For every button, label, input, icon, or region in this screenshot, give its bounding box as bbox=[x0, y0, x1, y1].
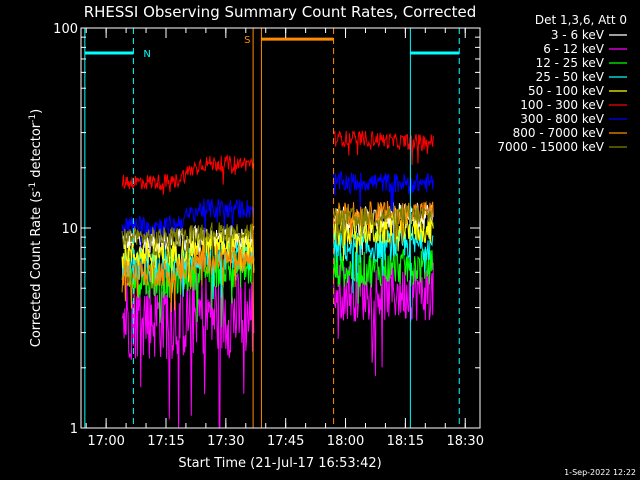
legend-label-4: 50 - 100 keV bbox=[528, 84, 605, 98]
y-axis-label-end: ) bbox=[29, 109, 44, 114]
y-axis-label: Corrected Count Rate (s-1 detector-1) bbox=[28, 109, 44, 347]
series-5-segment-1 bbox=[333, 130, 434, 166]
series-8 bbox=[121, 204, 434, 263]
series-5-segment-0 bbox=[121, 154, 255, 195]
x-tick-label-4: 18:00 bbox=[327, 434, 364, 449]
legend-label-6: 300 - 800 keV bbox=[520, 112, 604, 126]
legend-label-5: 100 - 300 keV bbox=[520, 98, 604, 112]
x-axis-label: Start Time (21-Jul-17 16:53:42) bbox=[178, 456, 381, 471]
chart-title: RHESSI Observing Summary Count Rates, Co… bbox=[84, 3, 477, 21]
y-tick-label-1: 10 bbox=[61, 222, 78, 237]
y-tick-label-2: 100 bbox=[53, 22, 78, 37]
series-2-segment-0 bbox=[121, 248, 255, 328]
x-tick-label-3: 17:45 bbox=[267, 434, 304, 449]
series-5 bbox=[121, 130, 434, 195]
legend-title: Det 1,3,6, Att 0 bbox=[535, 13, 627, 27]
legend-label-8: 7000 - 15000 keV bbox=[497, 140, 604, 154]
y-axis-label-main: Corrected Count Rate (s bbox=[29, 191, 44, 348]
y-tick-label-0: 1 bbox=[70, 422, 78, 437]
series-8-segment-1 bbox=[333, 204, 434, 247]
annotation-bar-label-0: N bbox=[143, 49, 150, 60]
x-tick-label-6: 18:30 bbox=[447, 434, 484, 449]
series-6-segment-0 bbox=[121, 197, 255, 248]
legend-label-3: 25 - 50 keV bbox=[536, 70, 605, 84]
x-tick-label-5: 18:15 bbox=[387, 434, 424, 449]
legend-label-7: 800 - 7000 keV bbox=[513, 126, 605, 140]
x-tick-label-1: 17:15 bbox=[147, 434, 184, 449]
footer-timestamp: 1-Sep-2022 12:22 bbox=[564, 468, 636, 477]
legend-label-2: 12 - 25 keV bbox=[536, 56, 605, 70]
x-axis: 17:00 17:15 17:30 17:45 18:00 18:15 18:30 bbox=[85, 28, 484, 449]
series-6-segment-1 bbox=[333, 171, 434, 213]
annotation-bar-label-1: S bbox=[244, 35, 250, 46]
legend-label-0: 3 - 6 keV bbox=[551, 28, 605, 42]
y-axis-label-sup1: -1 bbox=[28, 182, 38, 191]
legend-label-1: 6 - 12 keV bbox=[543, 42, 605, 56]
y-axis-label-mid: detector bbox=[29, 122, 44, 182]
x-tick-label-0: 17:00 bbox=[87, 434, 124, 449]
y-axis-label-sup2: -1 bbox=[28, 114, 38, 123]
series-6 bbox=[121, 171, 434, 248]
series-8-segment-0 bbox=[121, 222, 254, 263]
x-tick-label-2: 17:30 bbox=[207, 434, 244, 449]
series-layer bbox=[121, 130, 434, 428]
y-axis: 1 10 100 bbox=[53, 22, 480, 437]
